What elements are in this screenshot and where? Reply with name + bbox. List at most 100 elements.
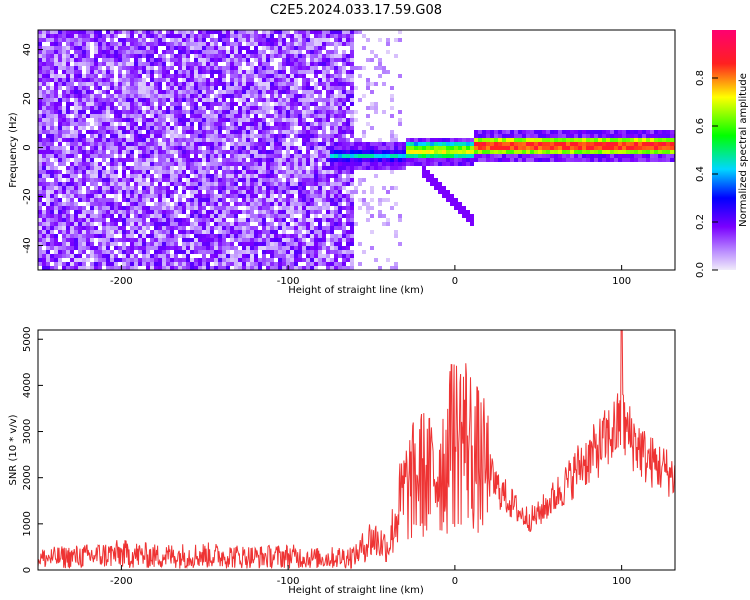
spectrogram-cell [238,114,242,118]
spectrogram-cell [286,254,290,258]
spectrogram-cell [54,90,58,94]
spectrogram-cell [86,266,90,270]
spectrogram-cell [258,70,262,74]
spectrogram-cell [178,230,182,234]
spectrogram-cell [258,262,262,266]
spectrogram-cell [106,258,110,262]
spectrogram-cell [314,102,318,106]
spectrogram-cell [246,258,250,262]
spectrogram-cell [386,222,390,226]
spectrogram-cell [294,106,298,110]
spectrogram-cell [230,110,234,114]
spectrogram-cell [394,162,398,166]
spectrogram-cell [42,90,46,94]
spectrogram-cell [334,138,338,142]
spectrogram-cell [534,154,538,158]
spectrogram-cell [158,234,162,238]
spectrogram-cell [190,250,194,254]
spectrogram-cell [262,150,266,154]
spectrogram-cell [150,154,154,158]
spectrogram-cell [130,78,134,82]
spectrogram-cell [146,106,150,110]
spectrogram-cell [350,238,354,242]
spectrogram-cell [126,258,130,262]
spectrogram-cell [306,230,310,234]
spectrogram-cell [182,162,186,166]
spectrogram-cell [342,182,346,186]
spectrogram-cell [346,170,350,174]
spectrogram-cell [122,138,126,142]
spectrogram-cell [150,70,154,74]
spectrogram-cell [218,122,222,126]
spectrogram-cell [210,46,214,50]
spectrogram-cell [246,246,250,250]
spectrogram-cell [638,150,642,154]
spectrogram-cell [322,150,326,154]
spectrogram-cell [386,258,390,262]
spectrogram-cell [366,146,370,150]
spectrogram-cell [234,214,238,218]
spectrogram-cell [58,34,62,38]
spectrogram-cell [158,186,162,190]
spectrogram-cell [634,154,638,158]
spectrogram-cell [278,34,282,38]
spectrogram-cell [42,130,46,134]
spectrogram-cell [38,86,42,90]
spectrogram-cell [242,194,246,198]
spectrogram-cell [98,238,102,242]
spectrogram-cell [274,46,278,50]
spectrogram-cell [118,62,122,66]
spectrogram-cell [106,242,110,246]
spectrogram-cell [238,146,242,150]
spectrogram-cell [338,214,342,218]
spectrogram-cell [118,202,122,206]
spectrogram-cell [94,166,98,170]
spectrogram-cell [338,210,342,214]
spectrogram-cell [118,150,122,154]
spectrogram-cell [486,150,490,154]
spectrogram-cell [202,82,206,86]
spectrogram-cell [530,138,534,142]
spectrogram-cell [86,202,90,206]
spectrogram-cell [94,162,98,166]
spectrogram-cell [50,74,54,78]
spectrogram-cell [330,50,334,54]
spectrogram-cell [66,130,70,134]
spectrogram-cell [186,94,190,98]
spectrogram-cell [130,166,134,170]
spectrogram-cell [138,74,142,78]
spectrogram-cell [246,114,250,118]
spectrogram-cell [102,130,106,134]
spectrogram-cell [138,206,142,210]
spectrogram-cell [342,58,346,62]
spectrogram-cell [402,158,406,162]
spectrogram-cell [38,222,42,226]
spectrogram-cell [146,46,150,50]
spectrogram-cell [258,182,262,186]
spectrogram-cell [338,218,342,222]
spectrogram-cell [118,130,122,134]
spectrogram-cell [150,150,154,154]
spectrogram-cell [310,242,314,246]
spectrogram-cell [234,258,238,262]
spectrogram-cell [322,178,326,182]
spectrogram-cell [38,178,42,182]
spectrogram-cell [578,154,582,158]
spectrogram-cell [78,150,82,154]
spectrogram-cell [626,130,630,134]
spectrogram-cell [318,110,322,114]
spectrogram-cell [250,146,254,150]
spectrogram-cell [162,162,166,166]
spectrogram-cell [210,194,214,198]
spectrogram-cell [142,258,146,262]
spectrogram-cell [198,214,202,218]
spectrogram-cell [570,134,574,138]
spectrogram-cell [102,114,106,118]
spectrogram-cell [442,194,446,198]
spectrogram-cell [250,54,254,58]
spectrogram-cell [238,262,242,266]
spectrogram-cell [326,122,330,126]
spectrogram-cell [574,158,578,162]
spectrogram-cell [514,130,518,134]
spectrogram-cell [486,130,490,134]
